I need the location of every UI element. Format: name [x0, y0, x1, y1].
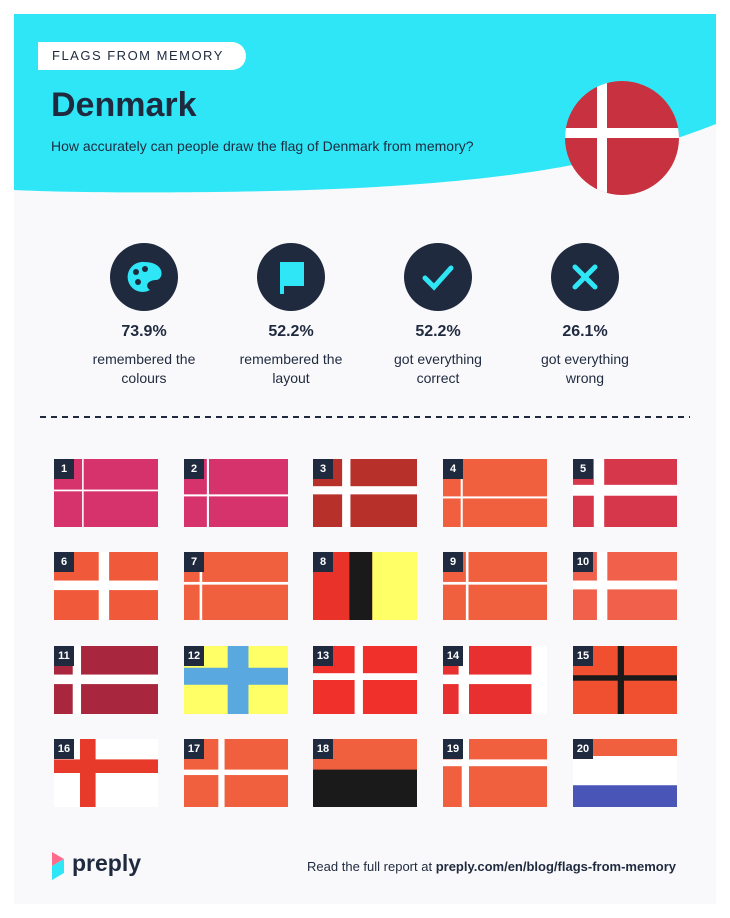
title: Denmark — [51, 86, 197, 124]
flag-number: 16 — [54, 739, 74, 759]
flag-number: 4 — [443, 459, 463, 479]
stat-icons — [110, 243, 619, 311]
footer-text: Read the full report at — [307, 859, 433, 874]
denmark-flag-circle — [565, 81, 679, 195]
stat-value: 73.9% — [121, 323, 167, 340]
stat-label: remembered the layout — [239, 351, 343, 386]
flag-number: 13 — [313, 646, 333, 666]
flag-number: 10 — [573, 552, 593, 572]
tag: FLAGS FROM MEMORY — [38, 42, 246, 70]
footer: Read the full report at preply.com/en/bl… — [307, 859, 676, 874]
stat-label: remembered the colours — [92, 351, 196, 386]
flag-number: 6 — [54, 552, 74, 572]
logo-mark — [52, 852, 64, 880]
flag-number: 14 — [443, 646, 463, 666]
flag-number: 8 — [313, 552, 333, 572]
flag-drawing — [313, 552, 417, 620]
flag-number: 15 — [573, 646, 593, 666]
flag-number: 1 — [54, 459, 74, 479]
footer-link[interactable]: preply.com/en/blog/flags-from-memory — [435, 859, 676, 874]
flag-number: 18 — [313, 739, 333, 759]
flag-number: 5 — [573, 459, 593, 479]
flag-number: 2 — [184, 459, 204, 479]
flag-number: 3 — [313, 459, 333, 479]
logo: preply — [72, 850, 142, 876]
flag-drawing — [573, 552, 677, 620]
flag-drawing — [443, 646, 547, 714]
flag-number: 7 — [184, 552, 204, 572]
stat-label: got everything correct — [394, 351, 482, 386]
subtitle: How accurately can people draw the flag … — [51, 138, 474, 154]
flag-number: 9 — [443, 552, 463, 572]
infographic: FLAGS FROM MEMORY Denmark How accurately… — [14, 14, 716, 904]
flag-drawing — [54, 552, 158, 620]
flag-grid — [54, 459, 677, 807]
stat-value: 26.1% — [562, 323, 608, 340]
graphics — [14, 14, 716, 880]
stat-value: 52.2% — [268, 323, 314, 340]
flag-number: 17 — [184, 739, 204, 759]
stat-value: 52.2% — [415, 323, 461, 340]
stat-label: got everything wrong — [541, 351, 629, 386]
flag-number: 12 — [184, 646, 204, 666]
flag-number: 11 — [54, 646, 74, 666]
flag-number: 19 — [443, 739, 463, 759]
flag-number: 20 — [573, 739, 593, 759]
